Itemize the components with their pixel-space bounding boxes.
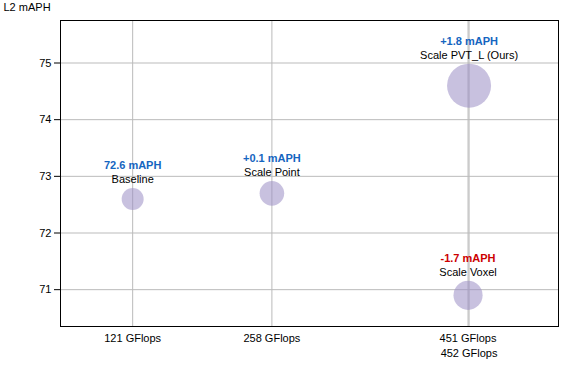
svg-text:71: 71	[39, 283, 51, 295]
svg-text:L2 mAPH: L2 mAPH	[4, 1, 51, 13]
svg-text:72.6 mAPH: 72.6 mAPH	[104, 159, 162, 171]
svg-text:+0.1 mAPH: +0.1 mAPH	[243, 152, 301, 164]
svg-text:258 GFlops: 258 GFlops	[243, 332, 300, 344]
svg-text:452 GFlops: 452 GFlops	[441, 347, 498, 359]
svg-text:72: 72	[39, 227, 51, 239]
svg-text:-1.7 mAPH: -1.7 mAPH	[441, 252, 496, 264]
svg-text:Baseline: Baseline	[112, 173, 154, 185]
svg-text:Scale Voxel: Scale Voxel	[439, 266, 496, 278]
svg-text:73: 73	[39, 170, 51, 182]
svg-text:451 GFlops: 451 GFlops	[440, 332, 497, 344]
svg-text:75: 75	[39, 57, 51, 69]
svg-text:Scale Point: Scale Point	[244, 166, 300, 178]
svg-text:74: 74	[39, 113, 51, 125]
svg-text:121 GFlops: 121 GFlops	[104, 332, 161, 344]
svg-text:+1.8 mAPH: +1.8 mAPH	[440, 35, 498, 47]
svg-text:Scale PVT_L (Ours): Scale PVT_L (Ours)	[420, 49, 518, 61]
